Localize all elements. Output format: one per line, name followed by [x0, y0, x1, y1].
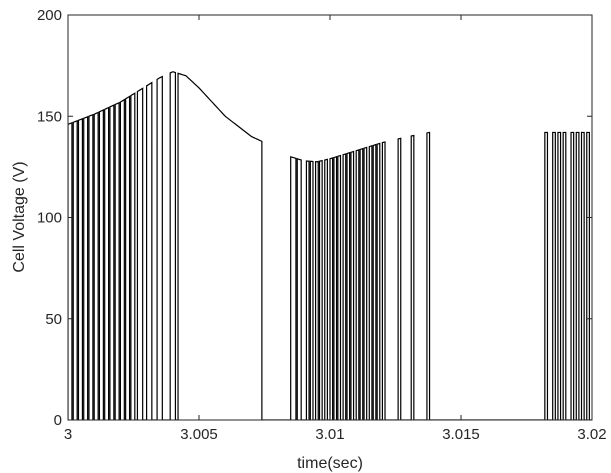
x-tick-label: 3	[64, 426, 72, 443]
y-tick-label: 50	[45, 311, 62, 328]
x-tick-label: 3.005	[180, 426, 218, 443]
y-axis-label: Cell Voltage (V)	[11, 161, 28, 272]
x-tick-label: 3.01	[315, 426, 344, 443]
y-tick-label: 0	[54, 412, 62, 429]
voltage-waveform-line	[68, 71, 592, 420]
y-tick-label: 100	[37, 210, 62, 227]
x-axis-label: time(sec)	[297, 455, 363, 472]
y-tick-label: 150	[37, 108, 62, 125]
plot-area	[68, 71, 592, 420]
y-tick-label: 200	[37, 7, 62, 24]
y-axis-ticks: 0 50 100 150 200	[37, 7, 592, 429]
x-tick-label: 3.02	[577, 426, 606, 443]
x-tick-label: 3.015	[442, 426, 480, 443]
x-axis-ticks: 3 3.005 3.01 3.015 3.02	[64, 15, 607, 443]
